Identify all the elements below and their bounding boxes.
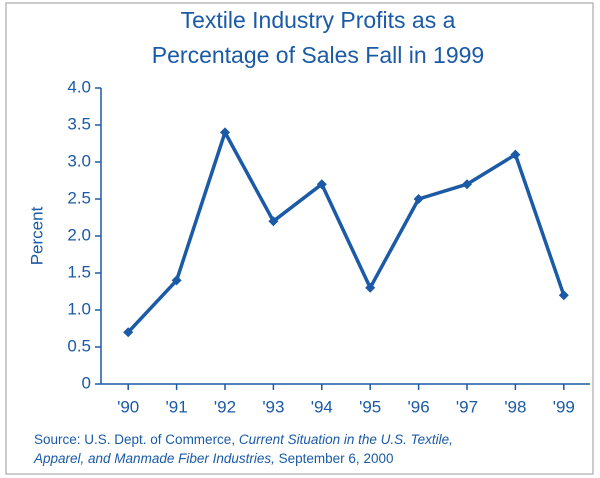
- y-axis-label: Percent: [27, 206, 46, 265]
- source-text: September 6, 2000: [275, 451, 394, 466]
- data-line: [126, 130, 566, 334]
- source-text: Current Situation in the U.S. Textile,: [239, 432, 453, 447]
- x-tick-label: '94: [311, 397, 333, 416]
- x-tick-label: '95: [359, 397, 381, 416]
- x-tick-label: '99: [553, 397, 575, 416]
- data-point: [123, 327, 134, 338]
- y-tick-label: 1.0: [67, 299, 91, 318]
- y-tick-label: 0: [82, 373, 91, 392]
- x-tick-label: '97: [456, 397, 478, 416]
- x-tick-label: '90: [117, 397, 139, 416]
- source-text: Apparel, and Manmade Fiber Industries,: [33, 451, 275, 466]
- y-tick-label: 0.5: [67, 336, 91, 355]
- x-tick-label: '92: [214, 397, 236, 416]
- data-point: [365, 282, 376, 293]
- source-line: Source: U.S. Dept. of Commerce, Current …: [34, 432, 453, 447]
- y-tick-label: 1.5: [67, 262, 91, 281]
- source-line: Apparel, and Manmade Fiber Industries, S…: [33, 451, 393, 466]
- chart-title: Percentage of Sales Fall in 1999: [152, 42, 484, 68]
- y-tick-label: 4.0: [67, 77, 91, 96]
- y-tick-label: 2.5: [67, 188, 91, 207]
- x-tick-label: '93: [262, 397, 284, 416]
- data-point: [316, 179, 327, 190]
- y-tick-label: 2.0: [67, 225, 91, 244]
- y-tick-label: 3.5: [67, 114, 91, 133]
- x-tick-label: '96: [408, 397, 430, 416]
- frame: [5, 2, 594, 475]
- y-tick-label: 3.0: [67, 151, 91, 170]
- chart-title: Textile Industry Profits as a: [181, 7, 456, 33]
- source-text: Source: U.S. Dept. of Commerce,: [34, 432, 239, 447]
- x-tick-label: '98: [504, 397, 526, 416]
- data-point: [220, 127, 230, 138]
- x-tick-label: '91: [166, 397, 188, 416]
- data-point: [558, 290, 569, 301]
- data-point: [171, 275, 182, 286]
- data-point: [510, 149, 521, 160]
- data-point: [413, 194, 424, 204]
- data-point: [268, 216, 279, 227]
- data-point: [462, 179, 472, 190]
